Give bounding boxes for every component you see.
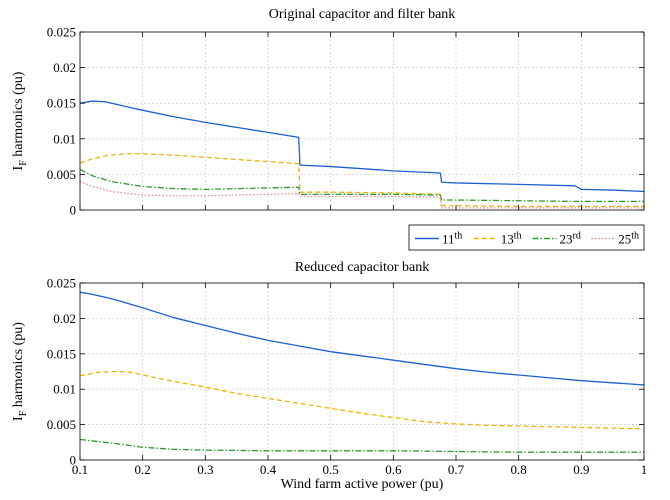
top-ytick-label: 0 xyxy=(70,203,77,218)
bottom-xtick-label: 0.9 xyxy=(573,462,589,477)
bottom-xtick-label: 0.4 xyxy=(260,462,277,477)
bottom-ytick-label: 0.005 xyxy=(47,417,76,432)
top-series-25th xyxy=(79,180,644,209)
bottom-series-11th xyxy=(79,291,645,386)
bottom-xtick-label: 0.7 xyxy=(448,462,465,477)
bottom-xtick-label: 0.2 xyxy=(135,462,151,477)
bottom-plot-frame xyxy=(79,282,645,461)
top-plot-frame xyxy=(79,31,645,211)
bottom-ytick-label: 0.01 xyxy=(53,382,76,397)
legend-label-11th: 11th xyxy=(442,231,462,247)
top-ytick-label: 0.02 xyxy=(53,60,76,75)
top-series-13th xyxy=(79,153,644,208)
legend: 11th 13th 23rd 25th xyxy=(408,224,645,251)
legend-box xyxy=(408,224,645,251)
bottom-series-23rd xyxy=(79,438,644,453)
bottom-panel: Reduced capacitor bank 0 0.005 0.01 0.015 0.0… xyxy=(11,260,647,492)
legend-label-13th: 13th xyxy=(501,231,522,247)
top-ytick-label: 0.015 xyxy=(47,96,76,111)
bottom-y-axis-label: IF harmonics (pu) xyxy=(11,322,29,421)
bottom-xtick-label: 0.5 xyxy=(323,462,339,477)
bottom-xtick-label: 0.6 xyxy=(385,462,402,477)
bottom-x-axis-label: Wind farm active power (pu) xyxy=(281,477,444,492)
legend-label-23rd: 23rd xyxy=(560,231,581,247)
top-series-23rd xyxy=(79,168,644,203)
top-ytick-label: 0.005 xyxy=(47,167,76,182)
bottom-ytick-label: 0.025 xyxy=(47,276,76,291)
bottom-series-13th xyxy=(79,370,645,430)
bottom-ytick-label: 0.015 xyxy=(47,346,76,361)
top-series-11th xyxy=(79,100,645,193)
top-y-axis-label: IF harmonics (pu) xyxy=(11,71,29,170)
top-chart-title: Original capacitor and filter bank xyxy=(269,7,456,22)
bottom-xtick-label: 0.3 xyxy=(197,462,213,477)
bottom-ytick-label: 0 xyxy=(70,453,77,468)
bottom-ytick-label: 0.02 xyxy=(53,311,76,326)
bottom-chart-title: Reduced capacitor bank xyxy=(295,260,430,275)
top-panel: Original capacitor and filter bank 0 0.005… xyxy=(11,7,645,218)
legend-label-25th: 25th xyxy=(618,231,639,247)
top-ytick-label: 0.01 xyxy=(53,131,76,146)
bottom-xtick-label: 1 xyxy=(641,462,648,477)
top-ytick-label: 0.025 xyxy=(47,25,76,40)
bottom-xtick-label: 0.8 xyxy=(511,462,527,477)
bottom-xtick-label: 0.1 xyxy=(72,462,88,477)
